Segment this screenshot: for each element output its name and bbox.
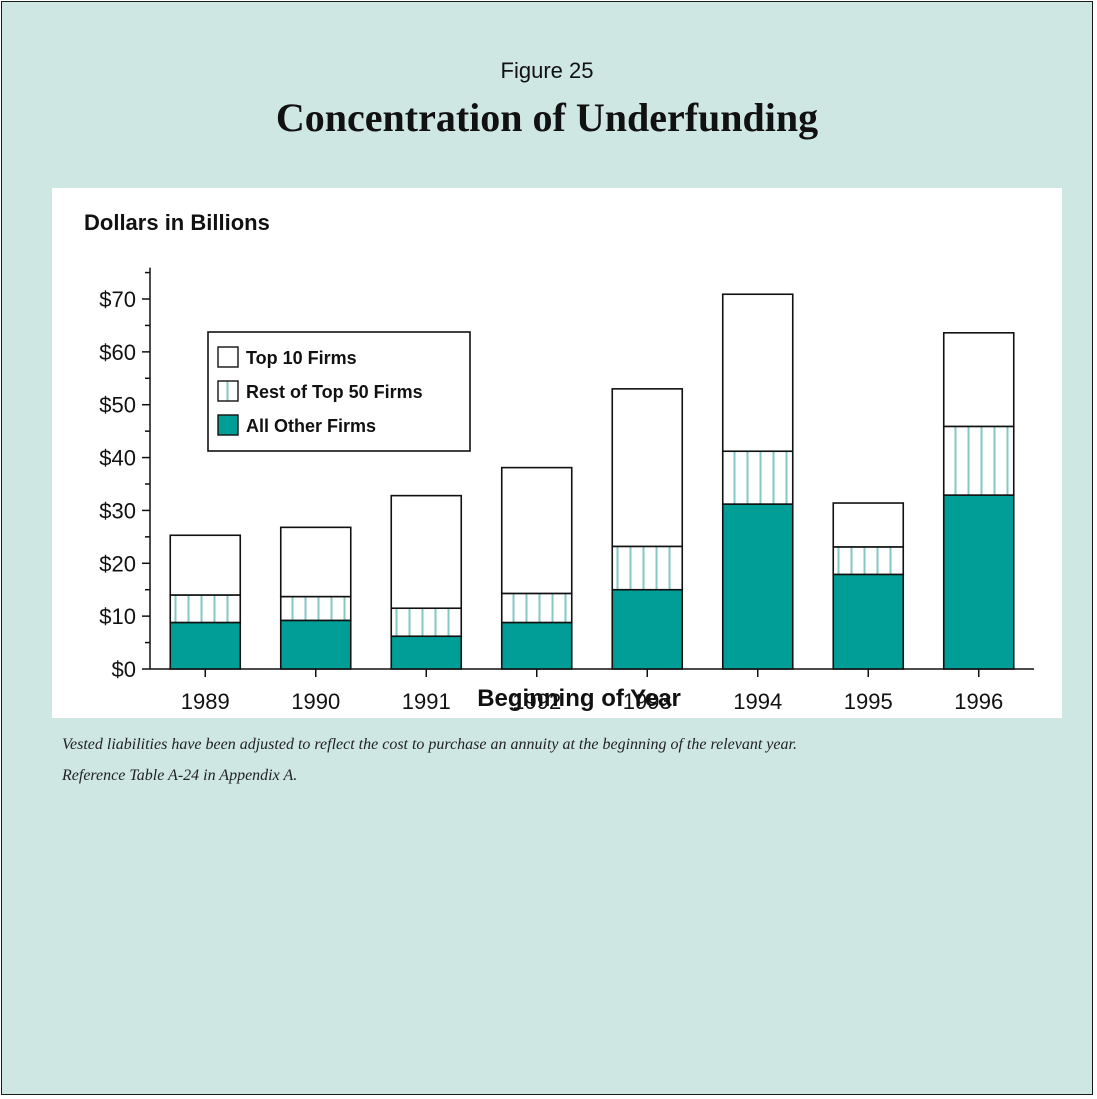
axes: $0 $10 $20 $30 $40 $50 $60 $70 1989 1990 1991 1992 1… (99, 267, 1034, 714)
footnote-1: Vested liabilities have been adjusted to… (62, 736, 797, 753)
legend-box (207, 331, 471, 452)
bar-segment-rest-top50 (169, 594, 242, 624)
legend-label: All Other Firms (246, 416, 376, 436)
y-tick-label: $10 (99, 604, 136, 629)
chart-svg: Dollars in Billions Beginning of Year $0… (84, 210, 1034, 714)
bar-segment-rest-top50 (942, 425, 1015, 496)
bar-segment-rest-top50 (832, 546, 905, 576)
bar-segment-rest-top50 (279, 595, 352, 622)
bar-segment-all-other (500, 621, 573, 670)
figure-label: Figure 25 (500, 58, 594, 83)
bar-segment-rest-top50 (500, 592, 573, 624)
plot-panel: Dollars in Billions Beginning of Year $0… (52, 188, 1062, 718)
footnote-2: Reference Table A-24 in Appendix A. (62, 767, 298, 784)
x-tick-label: 1995 (844, 689, 893, 714)
x-tick-label: 1992 (512, 689, 561, 714)
y-tick-label: $50 (99, 393, 136, 418)
x-tick-label: 1990 (291, 689, 340, 714)
bar-segment-all-other (721, 503, 794, 670)
legend-swatch (217, 346, 239, 368)
legend-swatch (217, 380, 239, 402)
y-tick-label: $70 (99, 287, 136, 312)
legend-label: Top 10 Firms (246, 348, 357, 368)
y-tick-label: $0 (112, 657, 136, 682)
bar-segment-top10 (611, 388, 684, 548)
y-tick-label: $20 (99, 551, 136, 576)
legend-swatch (217, 414, 239, 436)
bar-segment-rest-top50 (721, 450, 794, 505)
bar-segment-rest-top50 (611, 545, 684, 591)
legend-label: Rest of Top 50 Firms (246, 382, 423, 402)
bar-segment-all-other (279, 619, 352, 670)
x-tick-label: 1993 (623, 689, 672, 714)
bar-segment-top10 (279, 526, 352, 598)
x-tick-label: 1991 (402, 689, 451, 714)
x-tick-label: 1996 (954, 689, 1003, 714)
bars (169, 293, 1015, 670)
bar-segment-top10 (832, 502, 905, 548)
bar-segment-all-other (390, 635, 463, 670)
bar-segment-all-other (832, 573, 905, 670)
y-tick-label: $40 (99, 446, 136, 471)
bar-segment-top10 (169, 534, 242, 596)
y-axis-label: Dollars in Billions (84, 210, 270, 235)
figure-title: Concentration of Underfunding (275, 95, 819, 140)
bar-segment-rest-top50 (390, 607, 463, 638)
bar-segment-all-other (611, 588, 684, 670)
x-tick-label: 1994 (733, 689, 782, 714)
x-axis-label: Beginning of Year (477, 685, 681, 712)
bar-segment-top10 (390, 494, 463, 610)
legend: Top 10 Firms Rest of Top 50 Firms All Othe… (207, 331, 471, 452)
bar-segment-top10 (721, 293, 794, 453)
bar-segment-all-other (942, 494, 1015, 670)
y-tick-label: $30 (99, 498, 136, 523)
x-tick-label: 1989 (181, 689, 230, 714)
bar-segment-all-other (169, 621, 242, 670)
bar-segment-top10 (500, 466, 573, 595)
y-tick-label: $60 (99, 340, 136, 365)
bar-segment-top10 (942, 332, 1015, 428)
